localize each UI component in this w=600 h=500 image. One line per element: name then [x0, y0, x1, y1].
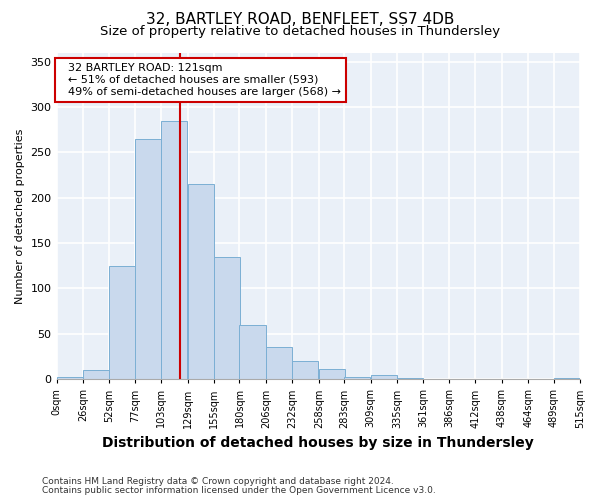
Text: Contains HM Land Registry data © Crown copyright and database right 2024.: Contains HM Land Registry data © Crown c…	[42, 478, 394, 486]
Bar	[344, 376, 370, 380]
X-axis label: Distribution of detached houses by size in Thundersley: Distribution of detached houses by size …	[103, 436, 534, 450]
Bar	[109, 266, 136, 380]
Bar	[292, 361, 319, 380]
Y-axis label: Number of detached properties: Number of detached properties	[15, 128, 25, 304]
Bar	[371, 374, 397, 380]
Text: Contains public sector information licensed under the Open Government Licence v3: Contains public sector information licen…	[42, 486, 436, 495]
Bar	[554, 378, 580, 380]
Bar	[83, 370, 109, 380]
Bar	[56, 378, 83, 380]
Bar	[135, 138, 161, 380]
Bar	[188, 184, 214, 380]
Bar	[239, 325, 266, 380]
Text: Size of property relative to detached houses in Thundersley: Size of property relative to detached ho…	[100, 25, 500, 38]
Bar	[266, 348, 292, 380]
Text: 32, BARTLEY ROAD, BENFLEET, SS7 4DB: 32, BARTLEY ROAD, BENFLEET, SS7 4DB	[146, 12, 454, 26]
Bar	[161, 120, 187, 380]
Text: 32 BARTLEY ROAD: 121sqm
  ← 51% of detached houses are smaller (593)
  49% of se: 32 BARTLEY ROAD: 121sqm ← 51% of detache…	[61, 64, 341, 96]
Bar	[319, 370, 345, 380]
Bar	[397, 378, 423, 380]
Bar	[214, 256, 240, 380]
